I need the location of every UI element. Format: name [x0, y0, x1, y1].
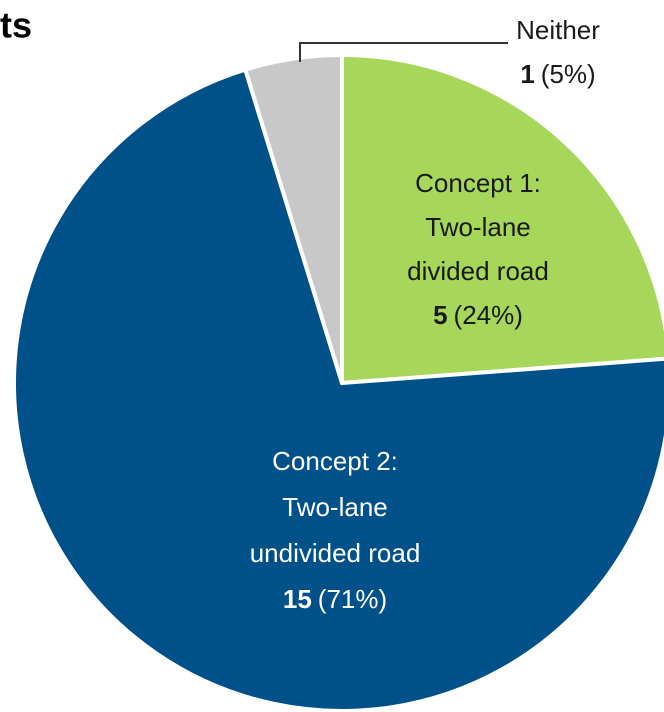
value-percent: (71%): [318, 584, 387, 614]
slice-label: Two-lane: [425, 212, 531, 242]
slice-value-label: 1 (5%): [520, 59, 595, 89]
pie-slice: [340, 52, 664, 386]
slice-label: Concept 1:: [415, 168, 541, 198]
slice-label: undivided road: [250, 538, 421, 568]
pie-slice: [12, 67, 664, 712]
chart-title: ts: [0, 5, 32, 46]
value-percent: (5%): [541, 59, 596, 89]
value-count: 5: [433, 300, 447, 330]
slice-label: divided road: [407, 256, 549, 286]
slice-value-label: 15 (71%): [283, 584, 387, 614]
value-count: 15: [283, 584, 312, 614]
slice-label: Neither: [516, 15, 600, 45]
value-percent: (24%): [454, 300, 523, 330]
pie-slice: [242, 52, 344, 384]
slice-value-label: 5 (24%): [433, 300, 523, 330]
slice-label: Two-lane: [282, 492, 388, 522]
value-count: 1: [520, 59, 534, 89]
slice-label: Concept 2:: [272, 446, 398, 476]
leader-line: [299, 42, 508, 62]
